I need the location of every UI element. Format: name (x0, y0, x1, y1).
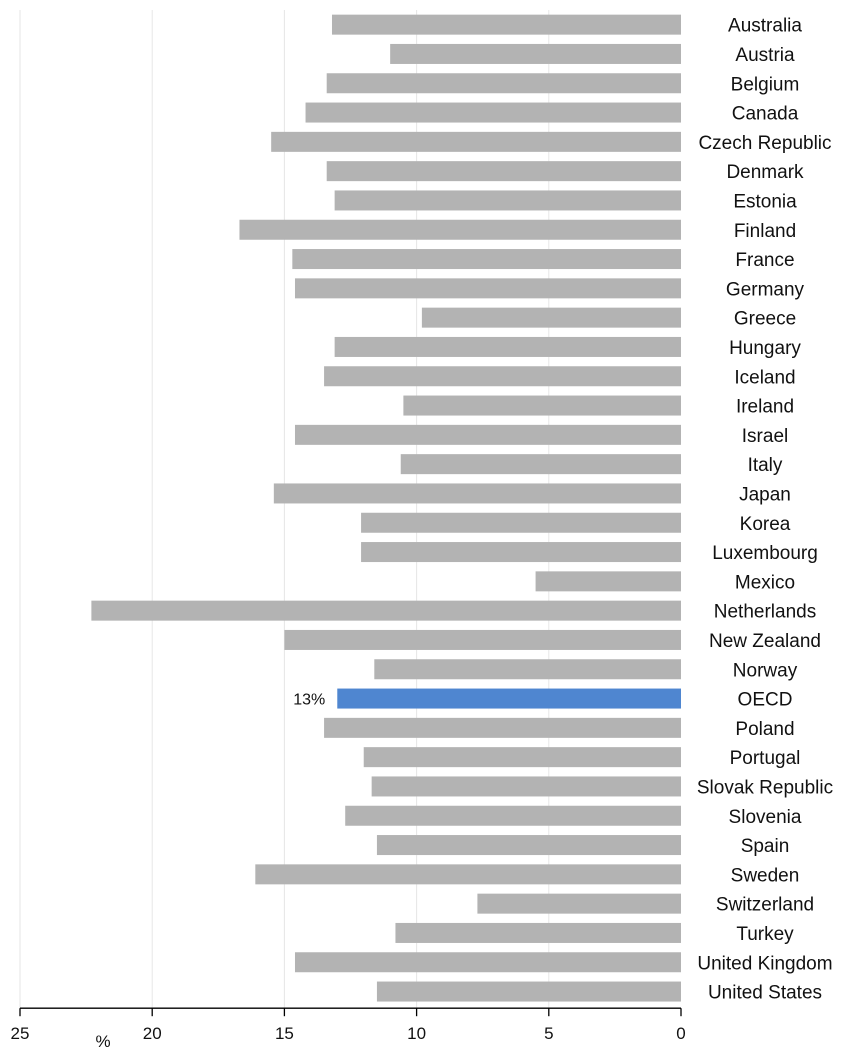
x-axis-unit-label: % (95, 1032, 110, 1051)
category-label: Austria (735, 45, 795, 66)
bar (255, 864, 682, 885)
bar (400, 454, 681, 475)
bar (292, 249, 681, 270)
data-label-oecd: 13% (293, 692, 325, 709)
bar (421, 307, 681, 328)
category-label: Denmark (726, 162, 804, 183)
category-label: New Zealand (709, 631, 821, 652)
bar (284, 629, 681, 650)
category-label: Netherlands (714, 602, 816, 623)
x-tick-label: 0 (676, 1024, 685, 1043)
bar (361, 512, 681, 533)
bar (324, 717, 681, 738)
category-label: Slovenia (729, 807, 802, 828)
bar (363, 747, 681, 768)
x-tick-label: 10 (407, 1024, 426, 1043)
x-tick-label: 15 (275, 1024, 294, 1043)
bar (535, 571, 681, 592)
category-label: Sweden (731, 865, 800, 886)
bar (345, 805, 681, 826)
bar (326, 161, 681, 182)
category-label: Estonia (733, 191, 797, 212)
bar (374, 659, 681, 680)
bar (390, 43, 681, 64)
category-label: Switzerland (716, 895, 814, 916)
bar (305, 102, 681, 123)
category-label: Norway (733, 660, 798, 681)
bar (294, 424, 681, 445)
category-label: OECD (738, 690, 793, 711)
x-tick-label: 5 (544, 1024, 553, 1043)
bar (403, 395, 681, 416)
bar (395, 922, 681, 943)
category-label: Finland (734, 221, 796, 242)
bar (361, 542, 681, 563)
bar (376, 981, 681, 1002)
category-label: Poland (735, 719, 794, 740)
category-label: Japan (739, 484, 791, 505)
bar (324, 366, 681, 387)
category-label: Spain (741, 836, 790, 857)
category-label: Germany (726, 279, 805, 300)
bar (91, 600, 681, 621)
bar (331, 14, 681, 35)
bar (371, 776, 681, 797)
bar (271, 131, 681, 152)
category-label: United Kingdom (697, 953, 832, 974)
category-label: Mexico (735, 572, 795, 593)
x-tick-label: 25 (11, 1024, 30, 1043)
category-label: Czech Republic (698, 133, 831, 154)
bar (273, 483, 681, 504)
category-label: Ireland (736, 397, 794, 418)
bar (337, 688, 681, 709)
x-tick-label: 20 (143, 1024, 162, 1043)
bar (239, 219, 681, 240)
x-axis: 25 20 15 10 5 0 (11, 1007, 686, 1043)
category-label: Slovak Republic (697, 777, 833, 798)
bar (334, 336, 681, 357)
bar (376, 835, 681, 856)
bar (477, 893, 681, 914)
category-label: Belgium (731, 74, 800, 95)
category-labels: Australia Austria Belgium Canada Czech Repub… (697, 16, 833, 1004)
category-label: Iceland (734, 367, 795, 388)
bars: 13% (91, 14, 682, 1002)
category-label: Luxembourg (712, 543, 818, 564)
category-label: Italy (748, 455, 783, 476)
bar (334, 190, 681, 211)
gridlines (19, 10, 550, 1009)
category-label: Portugal (730, 748, 801, 769)
bar (326, 73, 681, 94)
category-label: Hungary (729, 338, 801, 359)
category-label: United States (708, 983, 822, 1004)
bar (294, 952, 681, 973)
category-label: France (735, 250, 794, 271)
category-label: Australia (728, 16, 802, 37)
category-label: Turkey (736, 924, 794, 945)
bar (294, 278, 681, 299)
category-label: Israel (742, 426, 788, 447)
category-label: Canada (732, 104, 799, 125)
category-label: Greece (734, 309, 796, 330)
category-label: Korea (740, 514, 791, 535)
